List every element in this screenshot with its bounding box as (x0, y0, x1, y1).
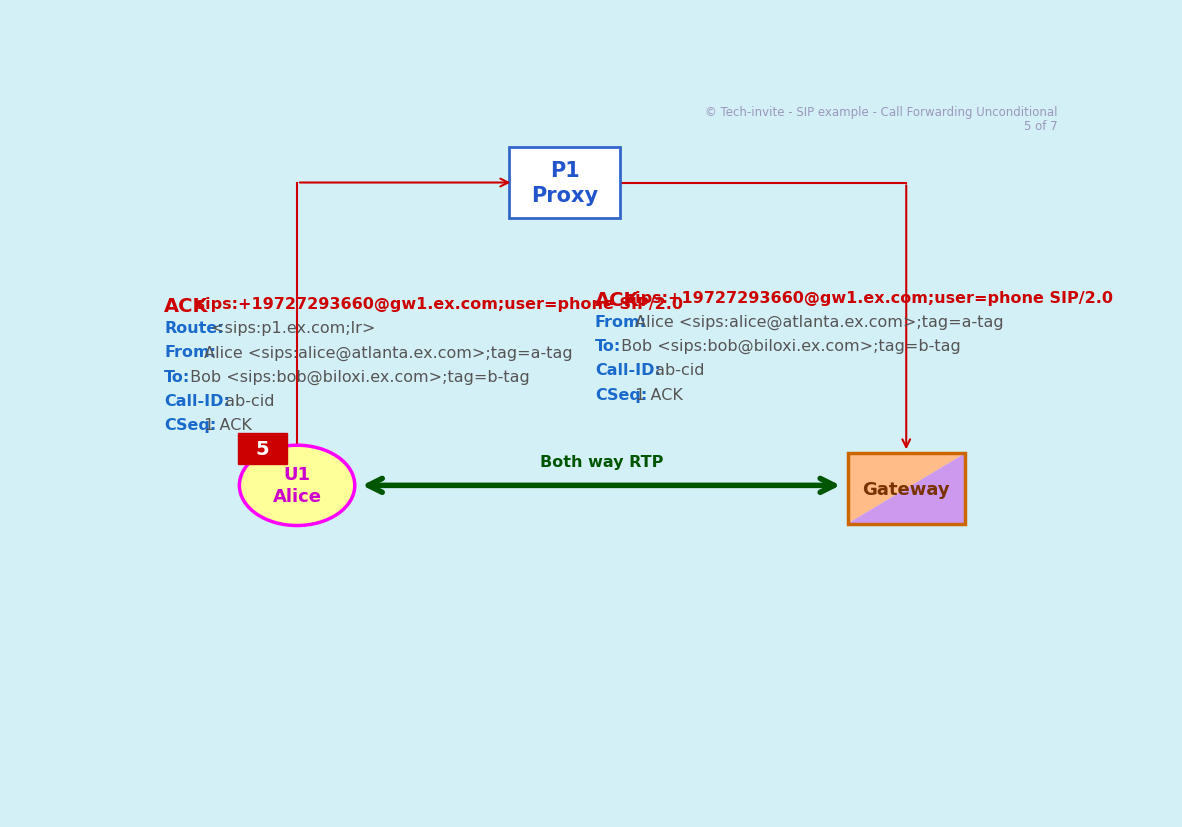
Text: Alice <sips:alice@atlanta.ex.com>;tag=a-tag: Alice <sips:alice@atlanta.ex.com>;tag=a-… (630, 314, 1004, 330)
Text: To:: To: (164, 369, 190, 385)
Text: ACK: ACK (164, 297, 209, 316)
Text: 1 ACK: 1 ACK (630, 387, 682, 402)
Text: U1
Alice: U1 Alice (273, 466, 322, 506)
Text: From:: From: (164, 345, 216, 360)
Text: ACK: ACK (595, 290, 639, 309)
Text: 5 of 7: 5 of 7 (1024, 120, 1058, 132)
Text: To:: To: (595, 339, 621, 354)
Polygon shape (847, 454, 965, 524)
Text: sips:+19727293660@gw1.ex.com;user=phone SIP/2.0: sips:+19727293660@gw1.ex.com;user=phone … (621, 290, 1113, 305)
Text: 5: 5 (255, 439, 269, 458)
Text: CSeq:: CSeq: (595, 387, 647, 402)
Text: Alice <sips:alice@atlanta.ex.com>;tag=a-tag: Alice <sips:alice@atlanta.ex.com>;tag=a-… (199, 345, 572, 361)
Polygon shape (847, 454, 965, 524)
FancyBboxPatch shape (238, 433, 287, 464)
Text: 1 ACK: 1 ACK (199, 418, 252, 433)
Text: Route:: Route: (164, 321, 223, 336)
Text: sips:+19727293660@gw1.ex.com;user=phone SIP/2.0: sips:+19727293660@gw1.ex.com;user=phone … (190, 297, 683, 312)
Text: Gateway: Gateway (863, 480, 950, 498)
Text: Bob <sips:bob@biloxi.ex.com>;tag=b-tag: Bob <sips:bob@biloxi.ex.com>;tag=b-tag (186, 369, 530, 385)
Text: Call-ID:: Call-ID: (164, 394, 230, 409)
Text: From:: From: (595, 314, 647, 329)
Text: Bob <sips:bob@biloxi.ex.com>;tag=b-tag: Bob <sips:bob@biloxi.ex.com>;tag=b-tag (616, 339, 961, 354)
Text: Both way RTP: Both way RTP (539, 455, 663, 470)
Text: P1
Proxy: P1 Proxy (531, 161, 598, 206)
Text: CSeq:: CSeq: (164, 418, 216, 433)
Text: Call-ID:: Call-ID: (595, 363, 661, 378)
Text: ab-cid: ab-cid (650, 363, 704, 378)
Text: ab-cid: ab-cid (220, 394, 274, 409)
Circle shape (239, 446, 355, 526)
Text: <sips:p1.ex.com;lr>: <sips:p1.ex.com;lr> (206, 321, 376, 336)
Text: © Tech-invite - SIP example - Call Forwarding Unconditional: © Tech-invite - SIP example - Call Forwa… (704, 106, 1058, 118)
FancyBboxPatch shape (508, 148, 621, 218)
